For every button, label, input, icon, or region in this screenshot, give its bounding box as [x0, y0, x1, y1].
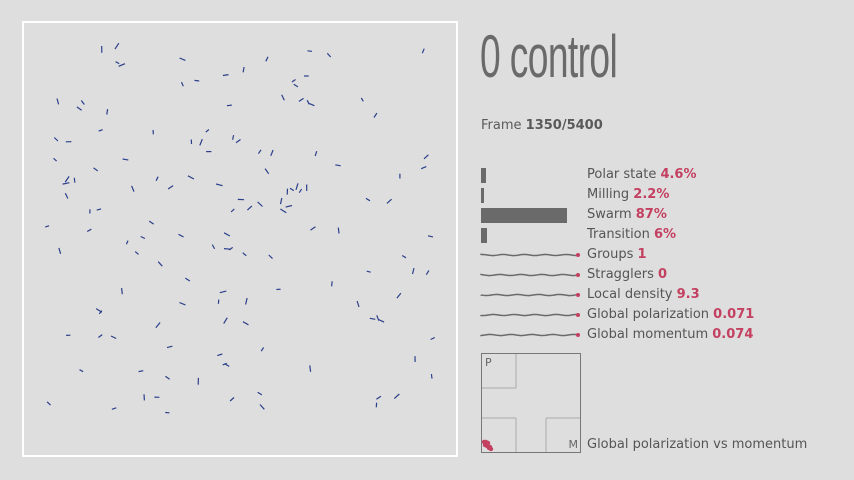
metric-bar — [481, 168, 486, 183]
metric-name: Transition — [587, 227, 654, 242]
metric-value: 6% — [654, 227, 677, 242]
frame-counter: Frame 1350/5400 — [481, 118, 603, 133]
metric-swarm: Swarm 87% — [587, 207, 667, 222]
metric-name: Swarm — [587, 207, 636, 222]
simulation-arena — [22, 21, 458, 457]
phase-plot-canvas — [481, 354, 580, 452]
metric-value: 0.074 — [712, 327, 754, 342]
metric-value: 2.2% — [633, 187, 670, 202]
metric-global-polarization: Global polarization 0.071 — [587, 307, 754, 322]
metric-sparkline — [480, 333, 580, 337]
metric-name: Local density — [587, 287, 677, 302]
metric-milling: Milling 2.2% — [587, 187, 669, 202]
metric-global-momentum: Global momentum 0.074 — [587, 327, 753, 342]
metric-value: 0 — [658, 267, 668, 282]
metric-name: Groups — [587, 247, 638, 262]
metric-sparkline — [480, 273, 580, 277]
phase-plot-caption: Global polarization vs momentum — [587, 437, 808, 452]
phase-plot-x-axis-label: M — [568, 438, 579, 451]
page-title: 0 control — [480, 23, 618, 90]
metric-transition: Transition 6% — [587, 227, 676, 242]
metric-value: 87% — [635, 207, 667, 222]
metric-bar — [481, 208, 567, 223]
agent-field — [45, 42, 436, 414]
metric-name: Global polarization — [587, 307, 714, 322]
metric-name: Stragglers — [587, 267, 659, 282]
metric-sparkline — [480, 313, 580, 317]
frame-value: 1350/5400 — [525, 118, 603, 133]
metric-name: Global momentum — [587, 327, 713, 342]
metric-name: Milling — [587, 187, 634, 202]
metric-local-density: Local density 9.3 — [587, 287, 700, 302]
metric-value: 9.3 — [676, 287, 700, 302]
metric-value: 1 — [637, 247, 647, 262]
metric-stragglers: Stragglers 0 — [587, 267, 667, 282]
metric-bar — [481, 188, 484, 203]
frame-label: Frame — [481, 118, 522, 133]
metric-sparkline — [480, 253, 580, 257]
metric-bar — [481, 228, 487, 243]
metric-sparkline — [480, 293, 580, 297]
metric-value: 4.6% — [660, 167, 697, 182]
metric-groups: Groups 1 — [587, 247, 647, 262]
phase-plot: P M — [481, 353, 581, 453]
metric-name: Polar state — [587, 167, 661, 182]
metric-value: 0.071 — [713, 307, 755, 322]
metric-polar-state: Polar state 4.6% — [587, 167, 697, 182]
phase-plot-y-axis-label: P — [485, 356, 492, 369]
